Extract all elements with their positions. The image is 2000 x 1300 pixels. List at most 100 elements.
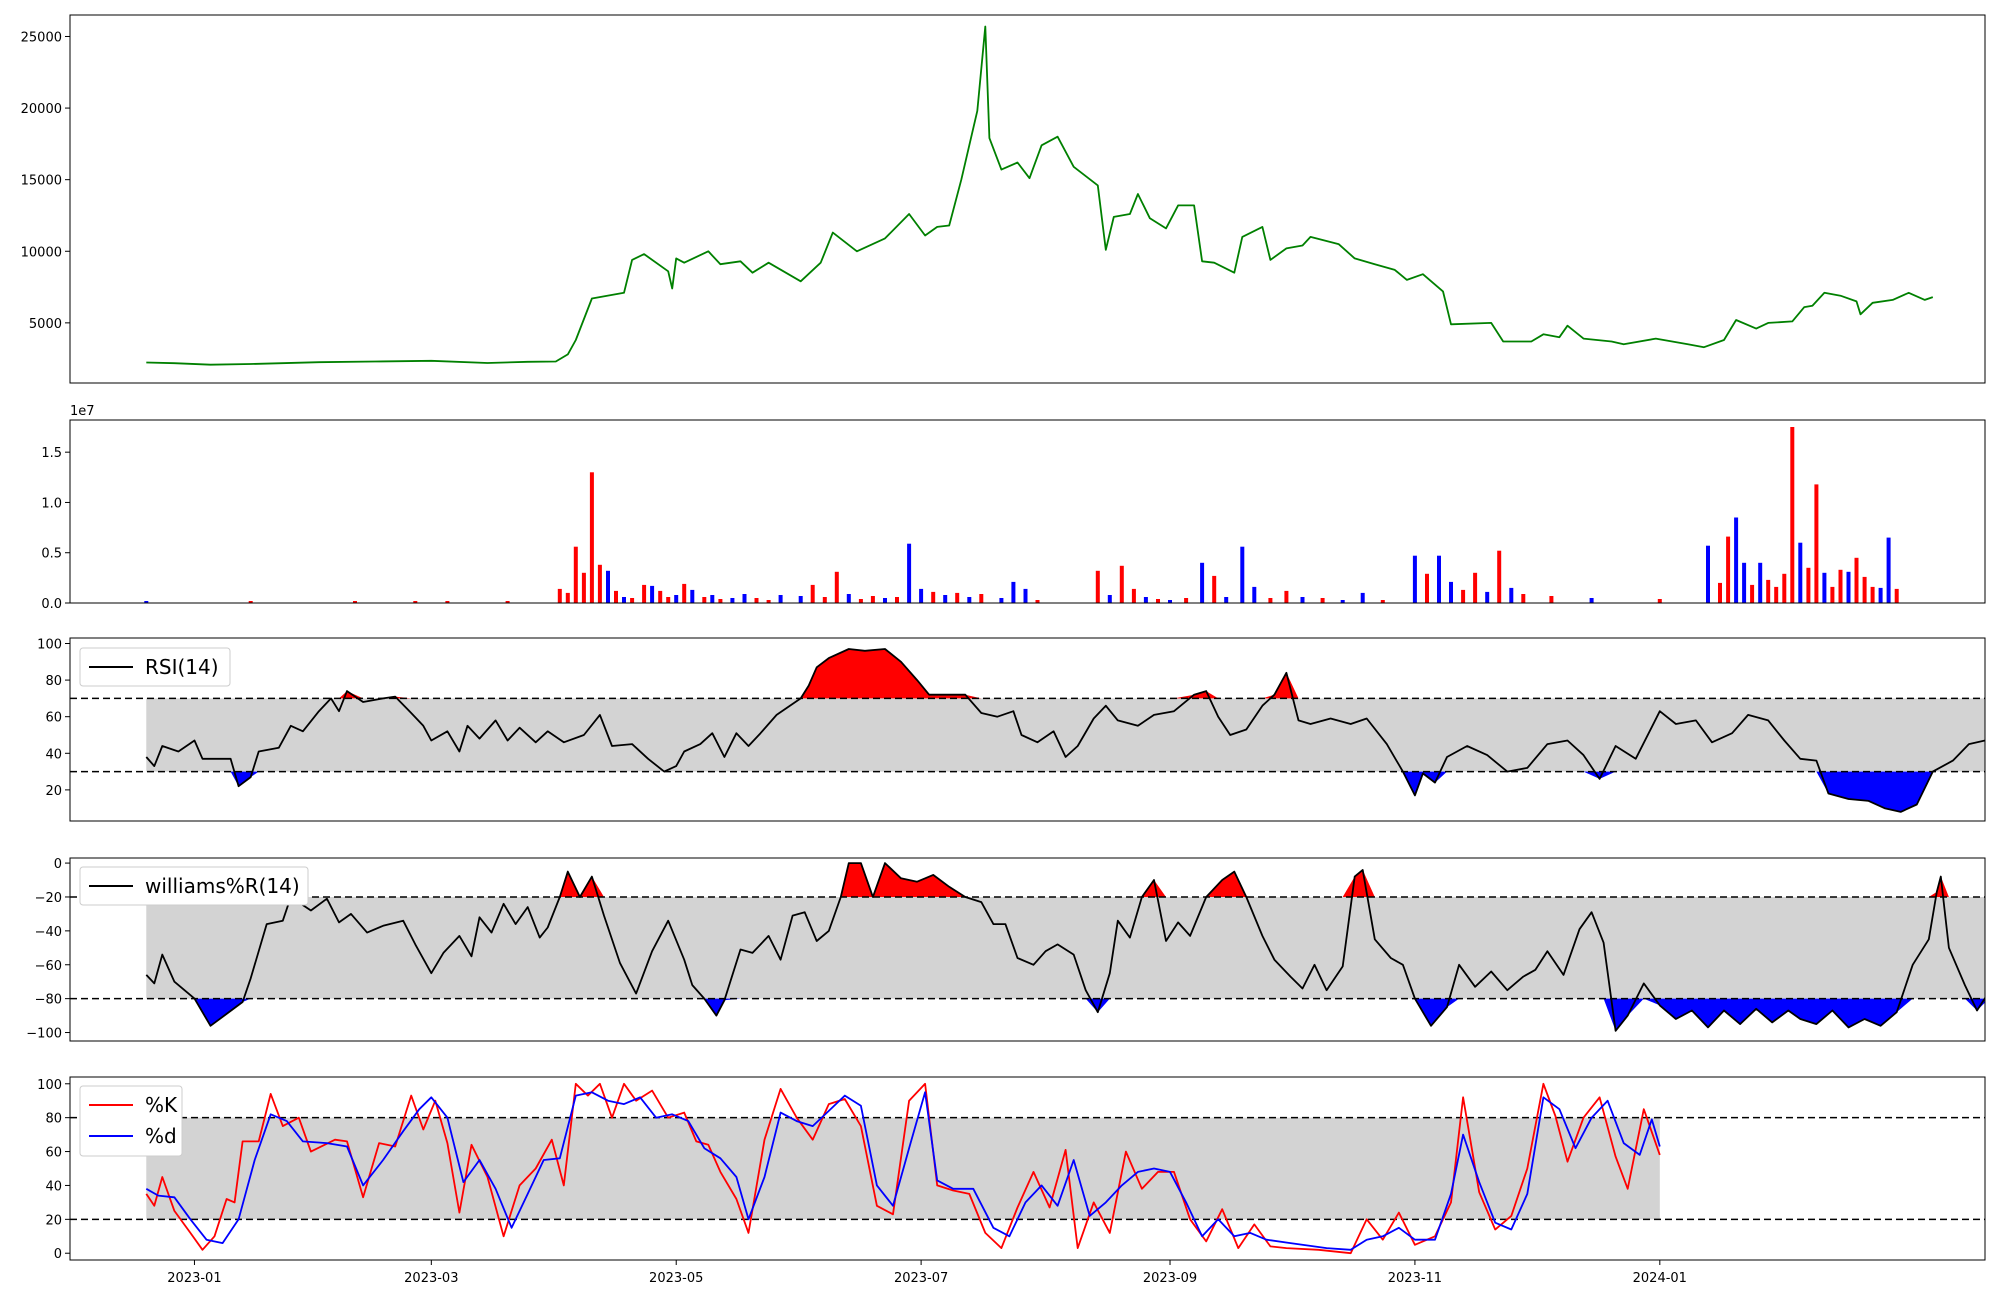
- volume-bar: [1509, 587, 1514, 603]
- volume-bar: [943, 595, 948, 603]
- volume-bar: [413, 601, 418, 603]
- volume-bar: [858, 599, 863, 603]
- volume-bar: [614, 590, 618, 603]
- volume-bar: [1224, 597, 1229, 603]
- volume-bar: [1878, 587, 1883, 603]
- volume-bar: [1742, 562, 1747, 603]
- volume-bar: [1589, 598, 1594, 603]
- volume-bar: [1023, 588, 1028, 603]
- volume-bar: [1657, 599, 1662, 603]
- volume-bar: [658, 590, 663, 603]
- stoch-content: [70, 1082, 1985, 1255]
- volume-bar: [1734, 517, 1739, 603]
- volume-bar: [690, 589, 695, 603]
- volume-bar: [778, 595, 783, 603]
- volume-bar: [1782, 573, 1787, 603]
- price-panel: 5000 10000 15000 20000 25000: [21, 14, 1986, 384]
- volume-bar: [1168, 600, 1172, 603]
- volume-ytick-label: 0.5: [41, 547, 62, 562]
- volume-bar: [999, 598, 1004, 603]
- volume-bar: [1718, 582, 1722, 603]
- volume-bar: [730, 598, 735, 603]
- rsi-ytick-label: 20: [45, 784, 62, 799]
- rsi-legend: RSI(14): [79, 647, 231, 687]
- rsi-legend-box: [79, 647, 231, 687]
- rsi-panel: RSI(14) 20 40 60 80 100: [37, 637, 1986, 822]
- volume-exponent-label: 1e7: [70, 404, 95, 419]
- price-ytick-label: 10000: [21, 245, 62, 260]
- volume-bar: [1252, 586, 1257, 603]
- volume-bar: [622, 597, 626, 603]
- stoch-legend-label-k: %K: [145, 1093, 178, 1117]
- volume-bar: [1212, 575, 1217, 603]
- volume-bar: [931, 591, 936, 603]
- volume-bar: [565, 592, 570, 603]
- volume-bar: [702, 597, 707, 603]
- volume-bar: [1131, 588, 1136, 603]
- williams-line: [145, 862, 1985, 1032]
- williams-axes-frame: [69, 857, 1986, 1042]
- volume-bar: [1790, 427, 1795, 603]
- volume-bar: [1461, 589, 1466, 603]
- volume-bar: [1521, 594, 1526, 603]
- volume-bar: [1425, 573, 1429, 603]
- price-line: [146, 25, 1934, 366]
- stoch-legend: %K %d: [79, 1085, 183, 1157]
- rsi-ytick-label: 100: [37, 637, 62, 652]
- price-ytick-label: 25000: [21, 30, 62, 45]
- volume-bar: [1437, 555, 1441, 603]
- xtick-label: 2023-01: [167, 1271, 221, 1286]
- volume-bar: [1143, 597, 1148, 603]
- volume-bar: [1320, 598, 1325, 603]
- volume-bar: [955, 592, 960, 603]
- volume-bar: [1758, 562, 1763, 603]
- williams-ytick-label: −40: [35, 925, 62, 940]
- volume-axes-frame: [69, 419, 1986, 604]
- price-content: [146, 25, 1934, 366]
- stoch-legend-label-d: %d: [145, 1124, 177, 1148]
- williams-ytick-label: 0: [54, 857, 62, 872]
- volume-bar: [1035, 600, 1040, 603]
- volume-bar: [642, 584, 647, 603]
- williams-ytick-label: −20: [35, 891, 62, 906]
- volume-bar: [1200, 562, 1205, 603]
- rsi-band: [146, 698, 1985, 772]
- volume-bar: [895, 597, 899, 603]
- volume-bar: [1449, 581, 1453, 603]
- williams-band: [146, 896, 1985, 999]
- volume-bar: [581, 572, 586, 603]
- volume-bar: [248, 601, 253, 603]
- price-ytick-label: 20000: [21, 102, 62, 117]
- williams-legend: williams%R(14): [79, 866, 309, 906]
- volume-bar: [1549, 596, 1554, 603]
- volume-bar: [606, 570, 610, 603]
- rsi-line: [145, 648, 1985, 813]
- volume-bar: [650, 585, 655, 603]
- rsi-ytick-label: 60: [45, 711, 62, 726]
- volume-ytick-label: 1.0: [41, 496, 62, 511]
- stoch-ytick-label: 80: [45, 1112, 62, 1127]
- volume-bar: [1156, 599, 1160, 603]
- volume-bar: [445, 601, 450, 603]
- volume-bar: [1894, 588, 1899, 603]
- volume-bar: [810, 584, 815, 603]
- volume-bar: [1107, 595, 1112, 603]
- williams-ytick-label: −100: [26, 1027, 62, 1042]
- volume-bar: [979, 594, 984, 603]
- volume-bar: [1360, 592, 1365, 603]
- volume-bar: [907, 543, 912, 603]
- volume-bar: [353, 601, 357, 603]
- volume-bar: [674, 595, 679, 603]
- xtick-label: 2023-11: [1388, 1271, 1442, 1286]
- volume-bar: [1119, 565, 1124, 603]
- volume-bar: [1862, 576, 1867, 603]
- stoch-ytick-label: 0: [54, 1247, 62, 1262]
- volume-bar: [1870, 586, 1875, 603]
- rsi-ytick-label: 40: [45, 747, 62, 762]
- williams-content: [70, 862, 1985, 1032]
- volume-ytick-label: 1.5: [41, 446, 62, 461]
- volume-bar: [557, 588, 562, 603]
- stoch-ytick-label: 40: [45, 1179, 62, 1194]
- volume-bar: [1497, 550, 1502, 603]
